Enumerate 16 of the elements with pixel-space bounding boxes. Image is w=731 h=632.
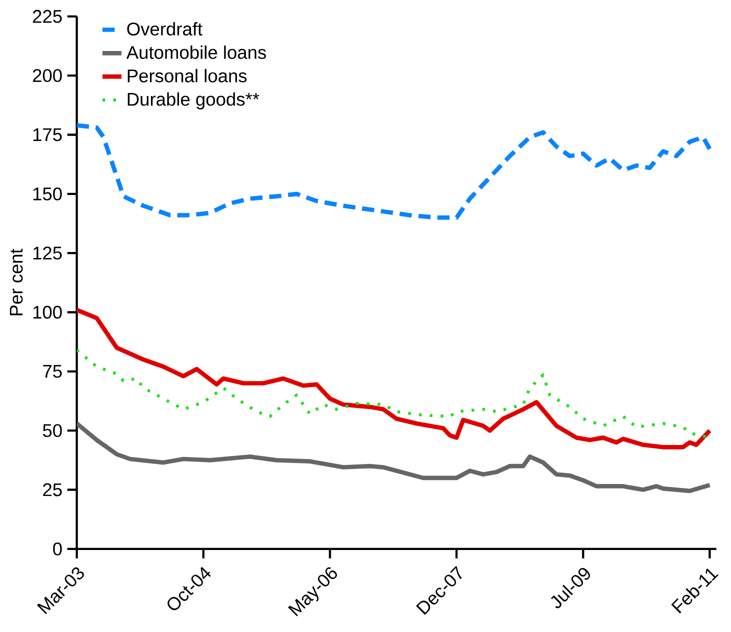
y-tick-label: 50 <box>42 424 62 438</box>
legend-label: Durable goods** <box>128 92 260 110</box>
y-tick-label: 125 <box>33 246 62 260</box>
line-series <box>76 308 712 450</box>
y-tick-label: 150 <box>33 188 62 200</box>
y-tick-label: 200 <box>32 69 62 82</box>
y-tick-label: 0 <box>53 542 62 556</box>
y-axis-title: Per cent <box>10 248 23 316</box>
legend-label: Automobile loans <box>126 46 266 60</box>
y-tick-label: 25 <box>43 483 62 496</box>
y-tick-label: 75 <box>43 365 62 378</box>
y-tick-label: 225 <box>32 10 62 23</box>
legend-label: Personal loans <box>128 69 247 82</box>
y-tick-label: 175 <box>33 128 62 142</box>
y-tick-label: 100 <box>33 306 62 319</box>
legend-label: Overdraft <box>127 22 202 36</box>
